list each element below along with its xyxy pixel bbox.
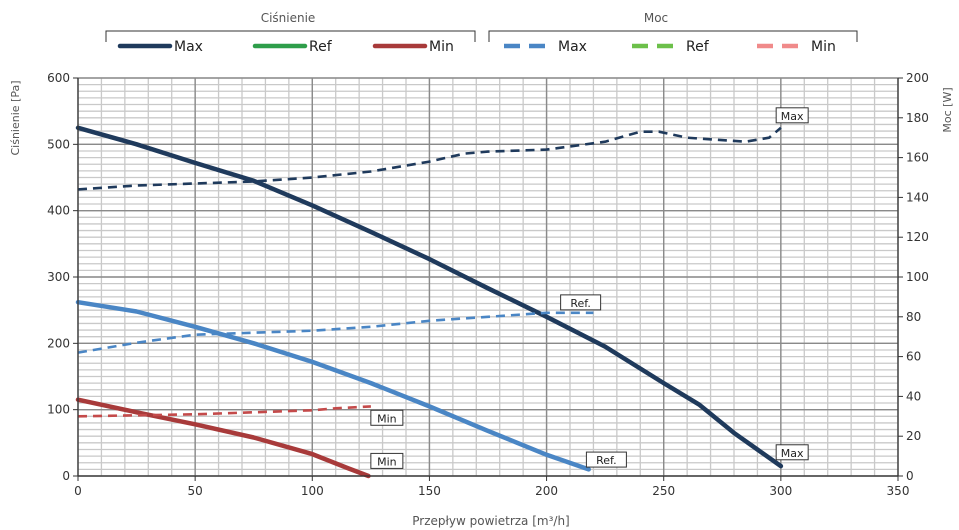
y2-tick-label: 20 (906, 429, 921, 443)
x-tick-label: 0 (74, 484, 82, 498)
annotation-box-3 (775, 444, 809, 461)
legend: Ciśnienie Moc Max Ref Min Max Ref Min (105, 11, 858, 55)
y-tick-label: 600 (47, 71, 70, 85)
annotation-box-2 (370, 409, 404, 426)
series-line-4 (77, 311, 594, 354)
y-tick-label: 0 (62, 469, 70, 483)
annotation-box-1 (560, 294, 602, 311)
legend-pressure-label-1: Ref (309, 39, 333, 55)
x-tick-label: 250 (652, 484, 675, 498)
y2-tick-label: 100 (906, 270, 929, 284)
y-axis-label: Ciśnienie [Pa] (9, 80, 22, 155)
y2-tick-label: 60 (906, 350, 921, 364)
legend-pressure-label-0: Max (174, 39, 203, 55)
x-tick-label: 300 (769, 484, 792, 498)
y2-tick-label: 80 (906, 310, 921, 324)
series-line-2 (75, 397, 371, 479)
x-tick-label: 50 (188, 484, 203, 498)
annotation-label-3: Max (781, 447, 804, 460)
annotation-box-0 (775, 107, 809, 124)
annotation-label-2: Min (377, 412, 397, 425)
legend-power-bracket (488, 30, 858, 42)
x-tick-label: 100 (301, 484, 324, 498)
legend-power-title: Moc (644, 11, 668, 25)
annotation-label-0: Max (781, 110, 804, 123)
annotation-box-4 (585, 451, 627, 468)
legend-power-label-0: Max (558, 39, 587, 55)
x-axis-label: Przepływ powietrza [m³/h] (412, 514, 570, 528)
legend-pressure-label-2: Min (429, 39, 454, 55)
y2-tick-label: 160 (906, 151, 929, 165)
x-tick-label: 200 (535, 484, 558, 498)
y2-tick-label: 120 (906, 230, 929, 244)
y2-tick-label: 40 (906, 389, 921, 403)
y2-tick-label: 140 (906, 190, 929, 204)
y2-tick-label: 180 (906, 111, 929, 125)
annotation-box-5 (370, 452, 404, 469)
legend-power-label-2: Min (811, 39, 836, 55)
legend-pressure-bracket (105, 30, 476, 42)
y2-tick-label: 200 (906, 71, 929, 85)
annotation-label-4: Ref. (596, 454, 617, 467)
annotation-label-1: Ref. (570, 297, 591, 310)
annotation-label-5: Min (377, 455, 397, 468)
x-tick-label: 150 (418, 484, 441, 498)
series-line-3 (77, 126, 782, 191)
legend-pressure-title: Ciśnienie (261, 11, 316, 25)
legend-power-label-1: Ref (686, 39, 710, 55)
y-tick-label: 200 (47, 336, 70, 350)
series-line-5 (77, 405, 371, 418)
y-tick-label: 100 (47, 403, 70, 417)
series-line-1 (75, 299, 591, 472)
y-tick-label: 500 (47, 137, 70, 151)
series-line-0 (75, 125, 784, 469)
y2-tick-label: 0 (906, 469, 914, 483)
y-tick-label: 300 (47, 270, 70, 284)
y-tick-label: 400 (47, 204, 70, 218)
x-tick-label: 350 (887, 484, 910, 498)
y2-axis-label: Moc [W] (941, 87, 954, 132)
